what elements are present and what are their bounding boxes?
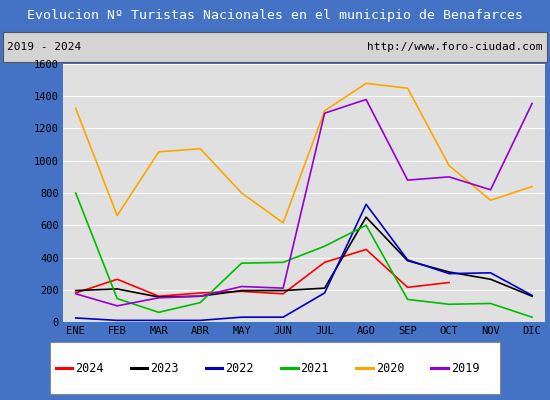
Text: 2023: 2023	[150, 362, 179, 374]
Text: 2022: 2022	[226, 362, 254, 374]
Text: 2024: 2024	[75, 362, 103, 374]
Text: 2019 - 2024: 2019 - 2024	[7, 42, 81, 52]
Text: 2021: 2021	[300, 362, 329, 374]
Text: Evolucion Nº Turistas Nacionales en el municipio de Benafarces: Evolucion Nº Turistas Nacionales en el m…	[27, 9, 523, 22]
Text: 2019: 2019	[451, 362, 480, 374]
Text: 2020: 2020	[376, 362, 404, 374]
Text: http://www.foro-ciudad.com: http://www.foro-ciudad.com	[367, 42, 543, 52]
